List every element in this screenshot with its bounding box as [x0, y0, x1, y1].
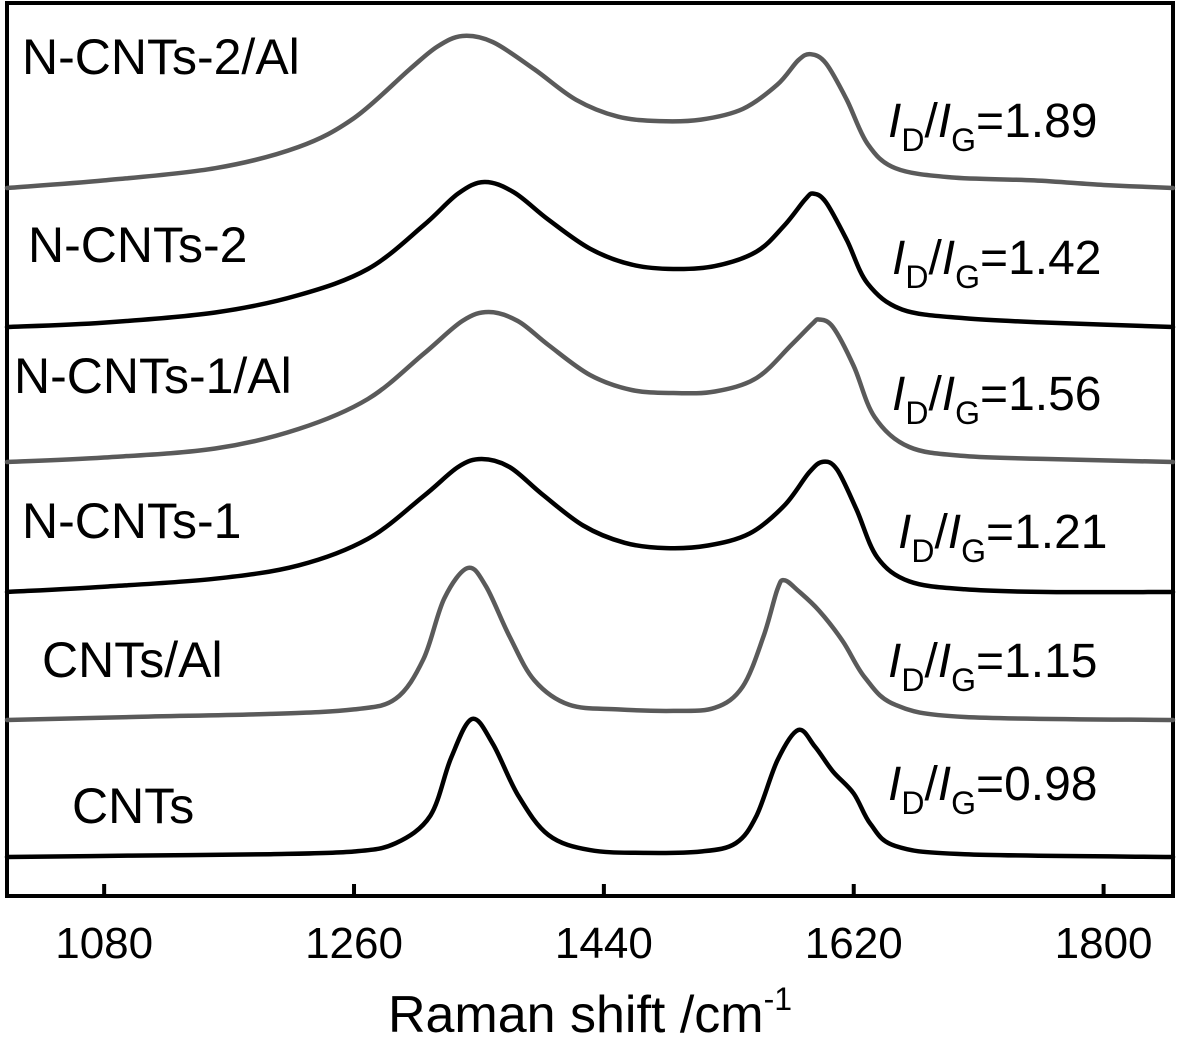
ratio-symbol-i: I	[888, 758, 901, 811]
ratio-subscript-d: D	[905, 259, 928, 295]
ratio-slash: /	[924, 95, 938, 148]
intensity-ratio-label: ID/IG=1.89	[888, 95, 1097, 158]
ratio-subscript-d: D	[911, 533, 934, 569]
ratio-subscript-g: G	[951, 785, 976, 821]
ratio-subscript-d: D	[901, 662, 924, 698]
intensity-ratio-label: ID/IG=0.98	[888, 758, 1097, 821]
ratio-symbol-i: I	[892, 368, 905, 421]
ratio-value: =1.21	[986, 506, 1107, 559]
x-axis-ticks: 1080 1260 1440 1620 1800	[55, 884, 1153, 968]
ratio-symbol-i: I	[938, 758, 951, 811]
series-line	[4, 33, 1176, 191]
intensity-ratio-label: ID/IG=1.42	[892, 232, 1101, 295]
series-line	[4, 565, 1176, 723]
ratio-symbol-i: I	[898, 506, 911, 559]
series-label: N-CNTs-2	[28, 217, 247, 273]
ratio-symbol-i: I	[888, 635, 901, 688]
x-tick-label: 1080	[55, 919, 153, 968]
intensity-ratio-label: ID/IG=1.15	[888, 635, 1097, 698]
x-axis-title: Raman shift /cm-1	[388, 981, 792, 1042]
ratio-subscript-d: D	[901, 785, 924, 821]
ratio-value: =1.56	[980, 368, 1101, 421]
ratio-slash: /	[928, 232, 942, 285]
series-label: N-CNTs-1/Al	[14, 348, 292, 404]
ratio-symbol-i: I	[938, 635, 951, 688]
ratio-subscript-g: G	[951, 122, 976, 158]
ratio-subscript-g: G	[961, 533, 986, 569]
series-label: CNTs/Al	[42, 632, 223, 688]
plot-frame	[5, 1, 1175, 898]
ratio-value: =1.42	[980, 232, 1101, 285]
series-line	[4, 179, 1176, 330]
ratio-symbol-i: I	[892, 232, 905, 285]
ratio-symbol-i: I	[942, 368, 955, 421]
series-label: N-CNTs-2/Al	[22, 29, 300, 85]
ratio-value: =0.98	[976, 758, 1097, 811]
ratio-slash: /	[928, 368, 942, 421]
series-line	[4, 716, 1176, 860]
x-tick-label: 1620	[805, 919, 903, 968]
ratio-symbol-i: I	[948, 506, 961, 559]
series-layer	[4, 33, 1176, 860]
series-line	[4, 309, 1176, 465]
series-label: N-CNTs-1	[22, 493, 241, 549]
intensity-ratio-label: ID/IG=1.21	[898, 506, 1107, 569]
ratio-value: =1.15	[976, 635, 1097, 688]
intensity-ratio-label: ID/IG=1.56	[892, 368, 1101, 431]
ratio-slash: /	[924, 758, 938, 811]
ratio-subscript-g: G	[951, 662, 976, 698]
ratio-subscript-d: D	[905, 395, 928, 431]
ratio-value: =1.89	[976, 95, 1097, 148]
ratio-subscript-d: D	[901, 122, 924, 158]
ratio-slash: /	[934, 506, 948, 559]
ratio-symbol-i: I	[938, 95, 951, 148]
ratio-symbol-i: I	[942, 232, 955, 285]
ratio-subscript-g: G	[955, 259, 980, 295]
series-label: CNTs	[72, 778, 194, 834]
ratio-slash: /	[924, 635, 938, 688]
x-tick-label: 1260	[305, 919, 403, 968]
ratio-subscript-g: G	[955, 395, 980, 431]
series-line	[4, 456, 1176, 595]
x-tick-label: 1800	[1055, 919, 1153, 968]
ratio-symbol-i: I	[888, 95, 901, 148]
x-axis-title-superscript: -1	[764, 981, 792, 1017]
x-tick-label: 1440	[555, 919, 653, 968]
